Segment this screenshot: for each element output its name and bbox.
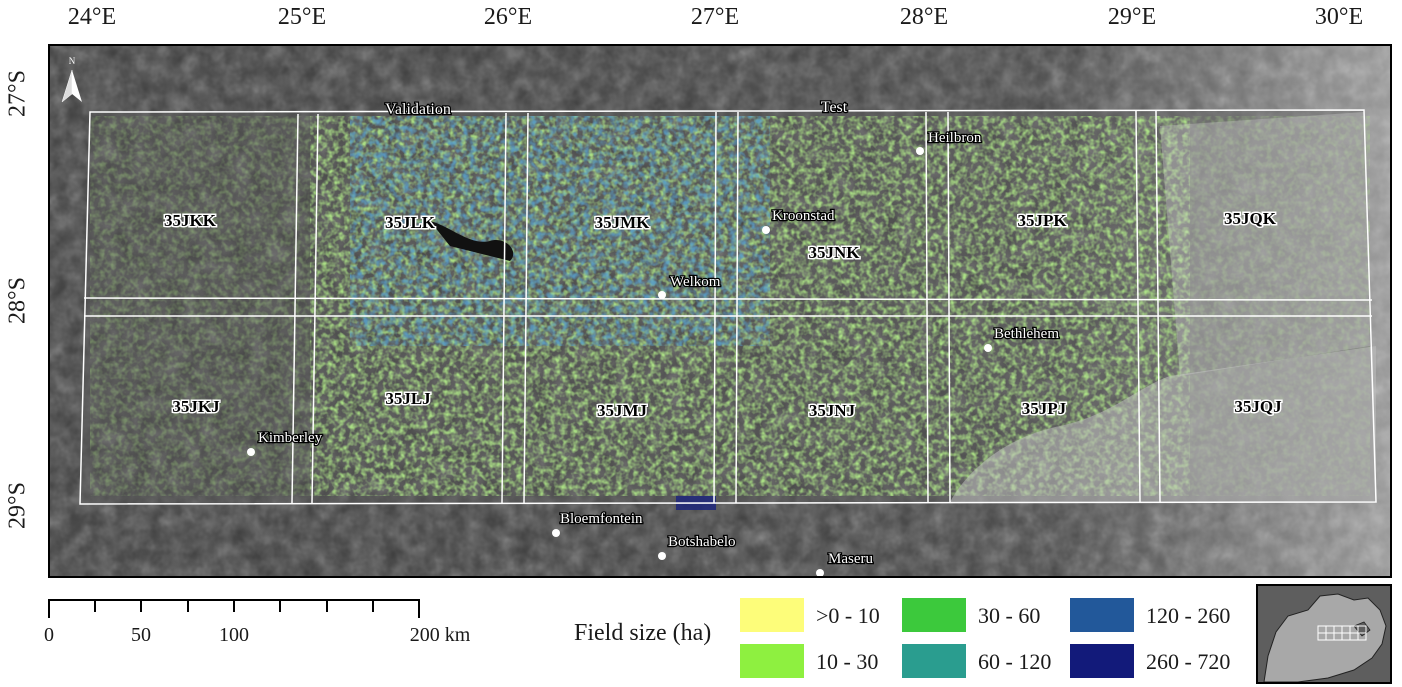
field-size-layer bbox=[80, 110, 1376, 510]
tile-label-35jmk: 35JMK bbox=[595, 213, 651, 232]
tile-label-35jmj: 35JMJ bbox=[597, 401, 648, 420]
scale-label-0: 0 bbox=[44, 624, 54, 646]
tile-grid bbox=[79, 109, 1377, 505]
inset-map-canvas bbox=[1258, 586, 1390, 682]
legend-swatch-10-30 bbox=[740, 644, 804, 678]
tile-label-35jnk: 35JNK bbox=[809, 243, 861, 262]
map-canvas[interactable]: N Validation Test 35JKK 35JLK 35JMK 35JN… bbox=[50, 46, 1392, 578]
tile-label-35jkk: 35JKK bbox=[164, 211, 217, 230]
legend-swatch-120-260 bbox=[1070, 598, 1134, 632]
tile-label-35jlk: 35JLK bbox=[385, 213, 436, 232]
city-heilbron[interactable]: Heilbron bbox=[916, 129, 983, 155]
scale-label-50: 50 bbox=[131, 624, 151, 646]
longitude-label-29e: 29°E bbox=[1107, 4, 1157, 30]
tile-label-35jlj: 35JLJ bbox=[385, 389, 431, 408]
longitude-label-24e: 24°E bbox=[67, 4, 117, 30]
north-arrow-icon: N bbox=[61, 56, 82, 103]
tile-label-35jpj: 35JPJ bbox=[1022, 399, 1067, 418]
legend-label-120-260: 120 - 260 bbox=[1146, 603, 1231, 628]
city-label-kimberley: Kimberley bbox=[258, 430, 323, 446]
city-bethlehem[interactable]: Bethlehem bbox=[984, 325, 1061, 352]
tile-label-35jpk: 35JPK bbox=[1017, 211, 1067, 230]
city-label-kroonstad: Kroonstad bbox=[772, 208, 835, 224]
split-label-test: Test bbox=[821, 99, 848, 116]
city-label-heilbron: Heilbron bbox=[928, 130, 982, 146]
tile-label-35jkj: 35JKJ bbox=[172, 397, 220, 416]
legend-swatch-60-120 bbox=[902, 644, 966, 678]
legend-label-0-10: >0 - 10 bbox=[816, 603, 880, 628]
legend-label-10-30: 10 - 30 bbox=[816, 649, 879, 674]
city-label-bethlehem: Bethlehem bbox=[994, 326, 1059, 342]
latitude-label-28s: 28°S bbox=[4, 277, 31, 324]
scale-bar bbox=[48, 599, 420, 618]
legend-swatch-30-60 bbox=[902, 598, 966, 632]
city-label-botshabelo: Botshabelo bbox=[668, 534, 736, 550]
longitude-label-30e: 30°E bbox=[1314, 4, 1364, 30]
city-welkom[interactable]: Welkom bbox=[658, 273, 722, 299]
map-panel[interactable]: N Validation Test 35JKK 35JLK 35JMK 35JN… bbox=[48, 44, 1392, 578]
city-botshabelo[interactable]: Botshabelo bbox=[658, 533, 737, 560]
longitude-label-27e: 27°E bbox=[690, 4, 740, 30]
city-bloemfontein[interactable]: Bloemfontein bbox=[552, 510, 644, 537]
city-label-welkom: Welkom bbox=[670, 274, 721, 290]
inset-locator-map bbox=[1256, 584, 1392, 684]
latitude-label-29s: 29°S bbox=[4, 482, 31, 529]
legend-label-60-120: 60 - 120 bbox=[978, 649, 1052, 674]
legend-title: Field size (ha) bbox=[574, 620, 712, 646]
city-kimberley[interactable]: Kimberley bbox=[247, 429, 324, 456]
tile-label-35jnj: 35JNJ bbox=[809, 401, 856, 420]
split-label-validation: Validation bbox=[385, 101, 451, 118]
scale-label-100: 100 bbox=[219, 624, 249, 646]
city-maseru[interactable]: Maseru bbox=[816, 550, 875, 577]
city-label-bloemfontein: Bloemfontein bbox=[560, 511, 643, 527]
longitude-label-28e: 28°E bbox=[899, 4, 949, 30]
tile-label-35jqk: 35JQK bbox=[1224, 209, 1277, 228]
city-kroonstad[interactable]: Kroonstad bbox=[762, 207, 836, 234]
legend-label-30-60: 30 - 60 bbox=[978, 603, 1041, 628]
latitude-label-27s: 27°S bbox=[4, 70, 31, 117]
legend-swatch-260-720 bbox=[1070, 644, 1134, 678]
longitude-label-26e: 26°E bbox=[483, 4, 533, 30]
scale-label-200-km: 200 km bbox=[409, 624, 471, 646]
legend-label-260-720: 260 - 720 bbox=[1146, 649, 1231, 674]
legend-swatch-0-10 bbox=[740, 598, 804, 632]
tile-label-35jqj: 35JQJ bbox=[1234, 397, 1282, 416]
north-arrow-letter: N bbox=[69, 56, 76, 66]
longitude-label-25e: 25°E bbox=[277, 4, 327, 30]
city-label-maseru: Maseru bbox=[828, 551, 873, 567]
